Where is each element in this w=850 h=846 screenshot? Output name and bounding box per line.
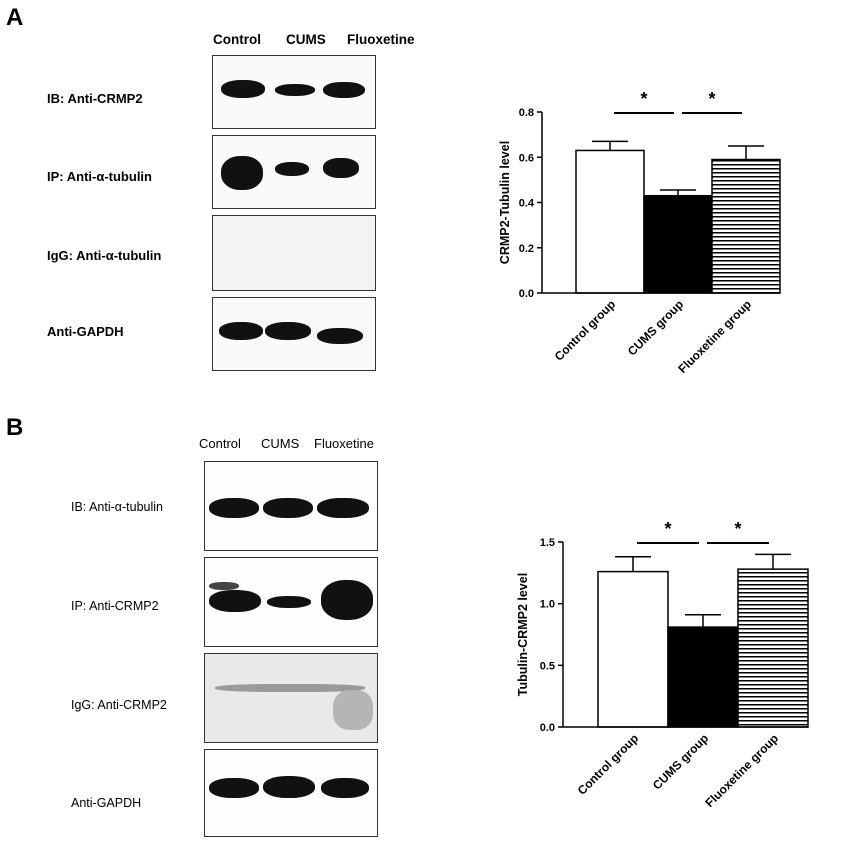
y-tick-label: 1.5 (540, 537, 555, 549)
panel-a-blot-igg (212, 215, 376, 291)
bar (597, 570, 669, 728)
panel-a-lane-fluoxetine: Fluoxetine (347, 32, 415, 47)
panel-a-blot-ip (212, 135, 376, 209)
panel-a-letter: A (6, 4, 24, 31)
panel-b-blot-ib (204, 461, 378, 551)
band (275, 162, 309, 176)
panel-b-row-ip: IP: Anti-CRMP2 (71, 599, 159, 613)
significance-star: * (640, 89, 647, 109)
band (267, 596, 311, 608)
band (209, 582, 239, 590)
band (209, 498, 259, 518)
band (219, 322, 263, 340)
panel-a-lane-cums: CUMS (286, 32, 326, 47)
panel-b-row-gapdh: Anti-GAPDH (71, 796, 142, 810)
panel-a-row-ip: IP: Anti-α-tubulin (47, 169, 152, 184)
bar (667, 626, 739, 728)
band (209, 778, 259, 798)
panel-a-row-ib: IB: Anti-CRMP2 (47, 91, 143, 106)
panel-b-blot-gapdh (204, 749, 378, 837)
band (317, 498, 369, 518)
band (263, 776, 315, 798)
panel-a-row-igg: IgG: Anti-α-tubulin (47, 248, 162, 263)
y-axis-label: CRMP2-Tubulin level (498, 141, 512, 264)
band (221, 156, 263, 190)
y-tick-label: 0.4 (519, 198, 535, 210)
y-tick-label: 0.2 (519, 243, 534, 255)
panel-b-lane-cums: CUMS (261, 436, 300, 451)
band (209, 590, 261, 612)
band (323, 82, 365, 98)
panel-b-lane-fluoxetine: Fluoxetine (314, 436, 374, 451)
panel-b-row-ib: IB: Anti-α-tubulin (71, 500, 163, 514)
band (215, 684, 365, 692)
y-tick-label: 0.0 (540, 722, 555, 734)
significance-star: * (734, 519, 741, 539)
bar (575, 149, 645, 294)
bar (643, 194, 713, 294)
bar (711, 158, 781, 294)
panel-a-row-gapdh: Anti-GAPDH (47, 324, 124, 339)
y-tick-label: 0.5 (540, 660, 555, 672)
panel-b-lane-control: Control (199, 436, 241, 451)
x-tick-label: Fluoxetine group (702, 731, 781, 810)
y-tick-label: 0.0 (519, 288, 534, 300)
y-tick-label: 0.6 (519, 152, 534, 164)
band (321, 778, 369, 798)
significance-star: * (664, 519, 671, 539)
band (333, 690, 373, 730)
band (265, 322, 311, 340)
y-axis-label: Tubulin-CRMP2 level (516, 573, 530, 696)
panel-a-lane-control: Control (213, 32, 261, 47)
panel-b-blot-ip (204, 557, 378, 647)
panel-a-blot-gapdh (212, 297, 376, 371)
band (323, 158, 359, 178)
x-tick-label: CUMS group (650, 731, 711, 792)
significance-star: * (708, 89, 715, 109)
band (321, 580, 373, 620)
bar (737, 568, 809, 728)
band (275, 84, 315, 96)
panel-a-blot-ib (212, 55, 376, 129)
panel-b-row-igg: IgG: Anti-CRMP2 (71, 698, 167, 712)
band (221, 80, 265, 98)
band (263, 498, 313, 518)
band (317, 328, 363, 344)
y-tick-label: 0.8 (519, 107, 534, 119)
panel-b-blot-igg (204, 653, 378, 743)
panel-b-letter: B (6, 414, 24, 441)
y-tick-label: 1.0 (540, 599, 555, 611)
x-tick-label: Control group (575, 731, 641, 797)
